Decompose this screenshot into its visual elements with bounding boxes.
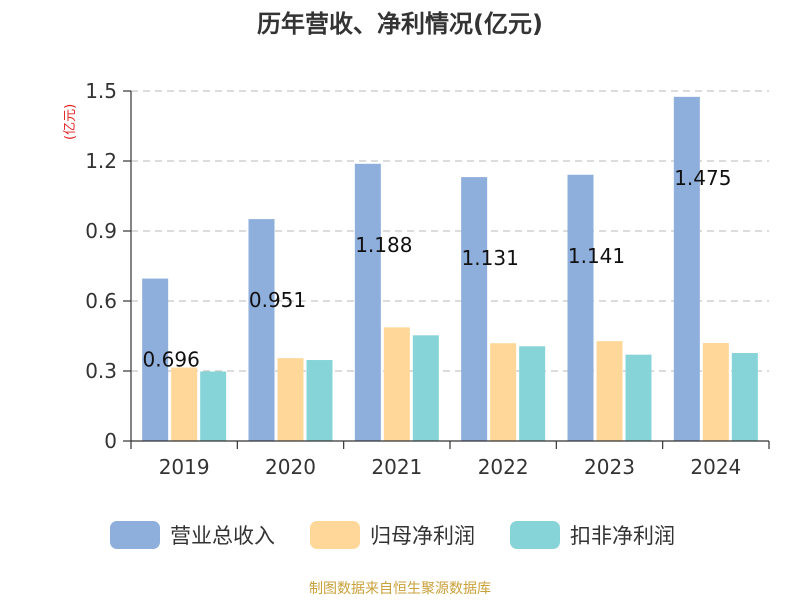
y-tick-label: 1.5 <box>85 79 117 103</box>
bars <box>142 96 758 442</box>
y-tick-label: 0.3 <box>85 359 117 383</box>
data-label: 0.951 <box>249 288 306 312</box>
grid-lines <box>131 90 769 372</box>
x-tick-label: 2023 <box>584 455 635 479</box>
legend-label: 归母净利润 <box>370 524 475 548</box>
y-axis-unit-label: (亿元) <box>63 104 78 140</box>
bar-net-profit <box>383 327 410 441</box>
legend-swatch <box>510 521 560 549</box>
bar-deducted-net-profit <box>731 353 758 441</box>
y-tick-label: 0 <box>104 429 117 453</box>
legend-label: 扣非净利润 <box>570 524 675 548</box>
data-label: 1.188 <box>355 233 412 257</box>
source-note: 制图数据来自恒生聚源数据库 <box>309 581 491 597</box>
y-tick-label: 0.9 <box>85 219 117 243</box>
bar-revenue <box>673 96 700 441</box>
bar-deducted-net-profit <box>625 354 652 441</box>
bar-net-profit <box>702 343 729 441</box>
bar-revenue <box>461 177 488 441</box>
data-label: 1.141 <box>568 244 625 268</box>
y-tick-label: 1.2 <box>85 149 117 173</box>
x-tick-label: 2024 <box>690 455 741 479</box>
bar-revenue <box>567 174 594 441</box>
bar-net-profit <box>277 358 304 441</box>
bar-net-profit <box>171 367 198 441</box>
bar-revenue <box>354 163 381 442</box>
axes: 0 0.3 0.6 0.9 1.2 1.5 2019 2020 2021 2022 2023 2024 <box>85 79 770 479</box>
data-label: 0.696 <box>143 348 200 372</box>
data-label: 1.131 <box>462 246 519 270</box>
legend-swatch <box>110 521 160 549</box>
x-tick-label: 2021 <box>371 455 422 479</box>
data-labels: 0.696 0.951 1.188 1.131 1.141 1.475 <box>143 166 732 372</box>
bar-deducted-net-profit <box>412 335 439 441</box>
bar-net-profit <box>490 343 517 441</box>
bar-deducted-net-profit <box>200 371 227 441</box>
x-tick-label: 2022 <box>478 455 529 479</box>
x-tick-label: 2019 <box>159 455 210 479</box>
data-label: 1.475 <box>674 166 731 190</box>
chart-title: 历年营收、净利情况(亿元) <box>257 10 543 38</box>
bar-net-profit <box>596 341 623 441</box>
legend-swatch <box>310 521 360 549</box>
bar-deducted-net-profit <box>306 360 333 441</box>
x-tick-label: 2020 <box>265 455 316 479</box>
bar-revenue <box>248 219 275 441</box>
legend-label: 营业总收入 <box>170 524 275 548</box>
bar-deducted-net-profit <box>519 346 546 441</box>
legend: 营业总收入 归母净利润 扣非净利润 <box>110 521 675 549</box>
bar-revenue <box>142 278 169 441</box>
y-tick-label: 0.6 <box>85 289 117 313</box>
